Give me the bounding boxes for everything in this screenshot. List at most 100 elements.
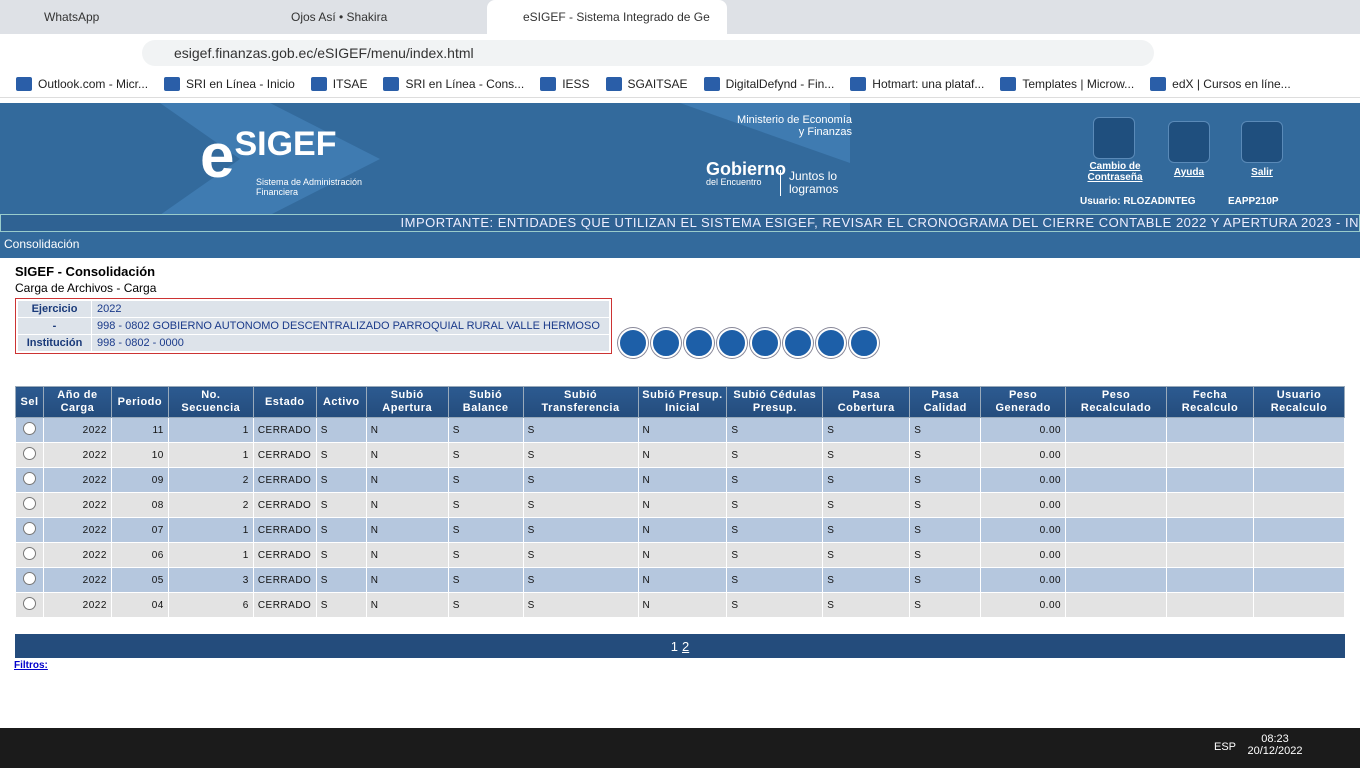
column-header: Pasa Calidad [909, 386, 982, 418]
page-title: SIGEF - Consolidación [15, 264, 156, 279]
view-button[interactable] [750, 328, 780, 358]
table-cell: S [909, 567, 982, 593]
bookmark[interactable]: IESS [538, 76, 590, 91]
address-bar[interactable]: esigef.finanzas.gob.ec/eSIGEF/menu/index… [142, 40, 1154, 66]
bookmark[interactable]: SRI en Línea - Inicio [162, 76, 295, 91]
bookmark[interactable]: edX | Cursos en líne... [1148, 76, 1291, 91]
info-table: Ejercicio 2022-998 - 0802 GOBIERNO AUTONO… [17, 300, 610, 352]
table-cell [1065, 592, 1167, 618]
row-radio[interactable] [22, 447, 36, 460]
table-cell: S [909, 467, 982, 493]
bookmark[interactable]: SGAITSAE [604, 76, 688, 91]
exit-link[interactable]: Salir [1251, 167, 1273, 178]
row-radio[interactable] [22, 597, 36, 610]
table-cell: S [522, 517, 639, 543]
table-cell: S [447, 492, 524, 518]
table-cell: S [726, 517, 824, 543]
change-password-link[interactable]: Cambio de Contraseña [1087, 161, 1143, 183]
table-cell: N [637, 592, 728, 618]
table-cell: 3 [167, 567, 254, 593]
password-icon[interactable] [1093, 117, 1135, 159]
table-cell [1252, 592, 1346, 618]
bookmark[interactable]: DigitalDefynd - Fin... [702, 76, 834, 91]
bookmark[interactable]: Outlook.com - Micr... [14, 76, 148, 91]
save-button[interactable] [651, 328, 681, 358]
bookmark[interactable]: ITSAE [309, 76, 367, 91]
column-header: Estado [252, 386, 317, 418]
table-cell: N [365, 517, 449, 543]
help-icon[interactable] [1168, 121, 1210, 163]
delete-button[interactable] [717, 328, 747, 358]
language[interactable]: ESP [1214, 741, 1237, 753]
tab[interactable]: Ojos Así • Shakira [291, 10, 388, 24]
bookmarks-bar: Outlook.com - Micr... SRI en Línea - Inic… [0, 70, 1360, 98]
info-value: 998 - 0802 GOBIERNO AUTONOMO DESCENTRALI… [91, 317, 610, 335]
new-button[interactable] [618, 328, 648, 358]
table-cell: S [315, 592, 367, 618]
table-cell: S [822, 567, 911, 593]
row-radio[interactable] [22, 422, 36, 435]
bookmark[interactable]: Hotmart: una plataf... [848, 76, 984, 91]
table-cell: 2022 [42, 492, 112, 518]
search-button[interactable] [849, 328, 879, 358]
filters-link[interactable]: Filtros: [14, 660, 48, 671]
slogan: Juntos lo logramos [780, 170, 860, 196]
table-cell: S [522, 467, 639, 493]
table-cell [1065, 542, 1167, 568]
table-cell: 1 [167, 442, 254, 468]
bookmark[interactable]: Templates | Microw... [998, 76, 1134, 91]
table-cell: S [822, 467, 911, 493]
table-cell: S [315, 567, 367, 593]
table-cell: CERRADO [252, 542, 317, 568]
table-cell: S [447, 517, 524, 543]
print-button[interactable] [783, 328, 813, 358]
approve-button[interactable] [816, 328, 846, 358]
page-link[interactable]: 2 [682, 639, 690, 654]
taskbar: ESP 08:23 20/12/2022 [0, 728, 1360, 768]
table-cell: 0.00 [980, 417, 1067, 443]
table-cell: N [365, 542, 449, 568]
table-cell: N [637, 417, 728, 443]
column-header: Subió Transferencia [522, 386, 639, 418]
table-cell: S [315, 492, 367, 518]
table-cell [1065, 467, 1167, 493]
column-header: Subió Presup. Inicial [637, 386, 728, 418]
table-row: 2022 05 3 CERRADO S N S S N S S S 0.00 [15, 567, 1346, 593]
info-label: Institución [17, 334, 92, 352]
page-link[interactable]: 1 [670, 639, 678, 654]
table-cell: 2022 [42, 417, 112, 443]
breadcrumb[interactable]: Consolidación [4, 237, 80, 251]
bookmark[interactable]: SRI en Línea - Cons... [381, 76, 524, 91]
table-cell: N [637, 542, 728, 568]
select-cell [15, 517, 44, 543]
table-cell: S [315, 517, 367, 543]
table-cell: S [726, 492, 824, 518]
table-cell [1252, 517, 1346, 543]
table-cell: 0.00 [980, 492, 1067, 518]
table-cell: N [637, 567, 728, 593]
exit-icon[interactable] [1241, 121, 1283, 163]
date: 20/12/2022 [1247, 745, 1303, 757]
tab[interactable]: eSIGEF - Sistema Integrado de Ge [487, 0, 727, 34]
help-link[interactable]: Ayuda [1173, 167, 1205, 178]
table-cell: 2 [167, 492, 254, 518]
tab[interactable]: WhatsApp [44, 10, 100, 24]
table-cell: 2022 [42, 442, 112, 468]
table-cell [1166, 517, 1254, 543]
row-radio[interactable] [22, 472, 36, 485]
clock[interactable]: 08:23 20/12/2022 [1245, 733, 1305, 757]
table-cell: N [365, 492, 449, 518]
row-radio[interactable] [22, 497, 36, 510]
table-cell: S [822, 442, 911, 468]
row-radio[interactable] [22, 572, 36, 585]
table-cell [1065, 417, 1167, 443]
edit-button[interactable] [684, 328, 714, 358]
table-cell: 1 [167, 517, 254, 543]
row-radio[interactable] [22, 522, 36, 535]
table-cell: N [637, 442, 728, 468]
table-cell: S [522, 417, 639, 443]
row-radio[interactable] [22, 547, 36, 560]
table-cell [1166, 417, 1254, 443]
